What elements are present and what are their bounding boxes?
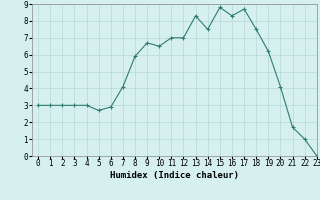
X-axis label: Humidex (Indice chaleur): Humidex (Indice chaleur): [110, 171, 239, 180]
